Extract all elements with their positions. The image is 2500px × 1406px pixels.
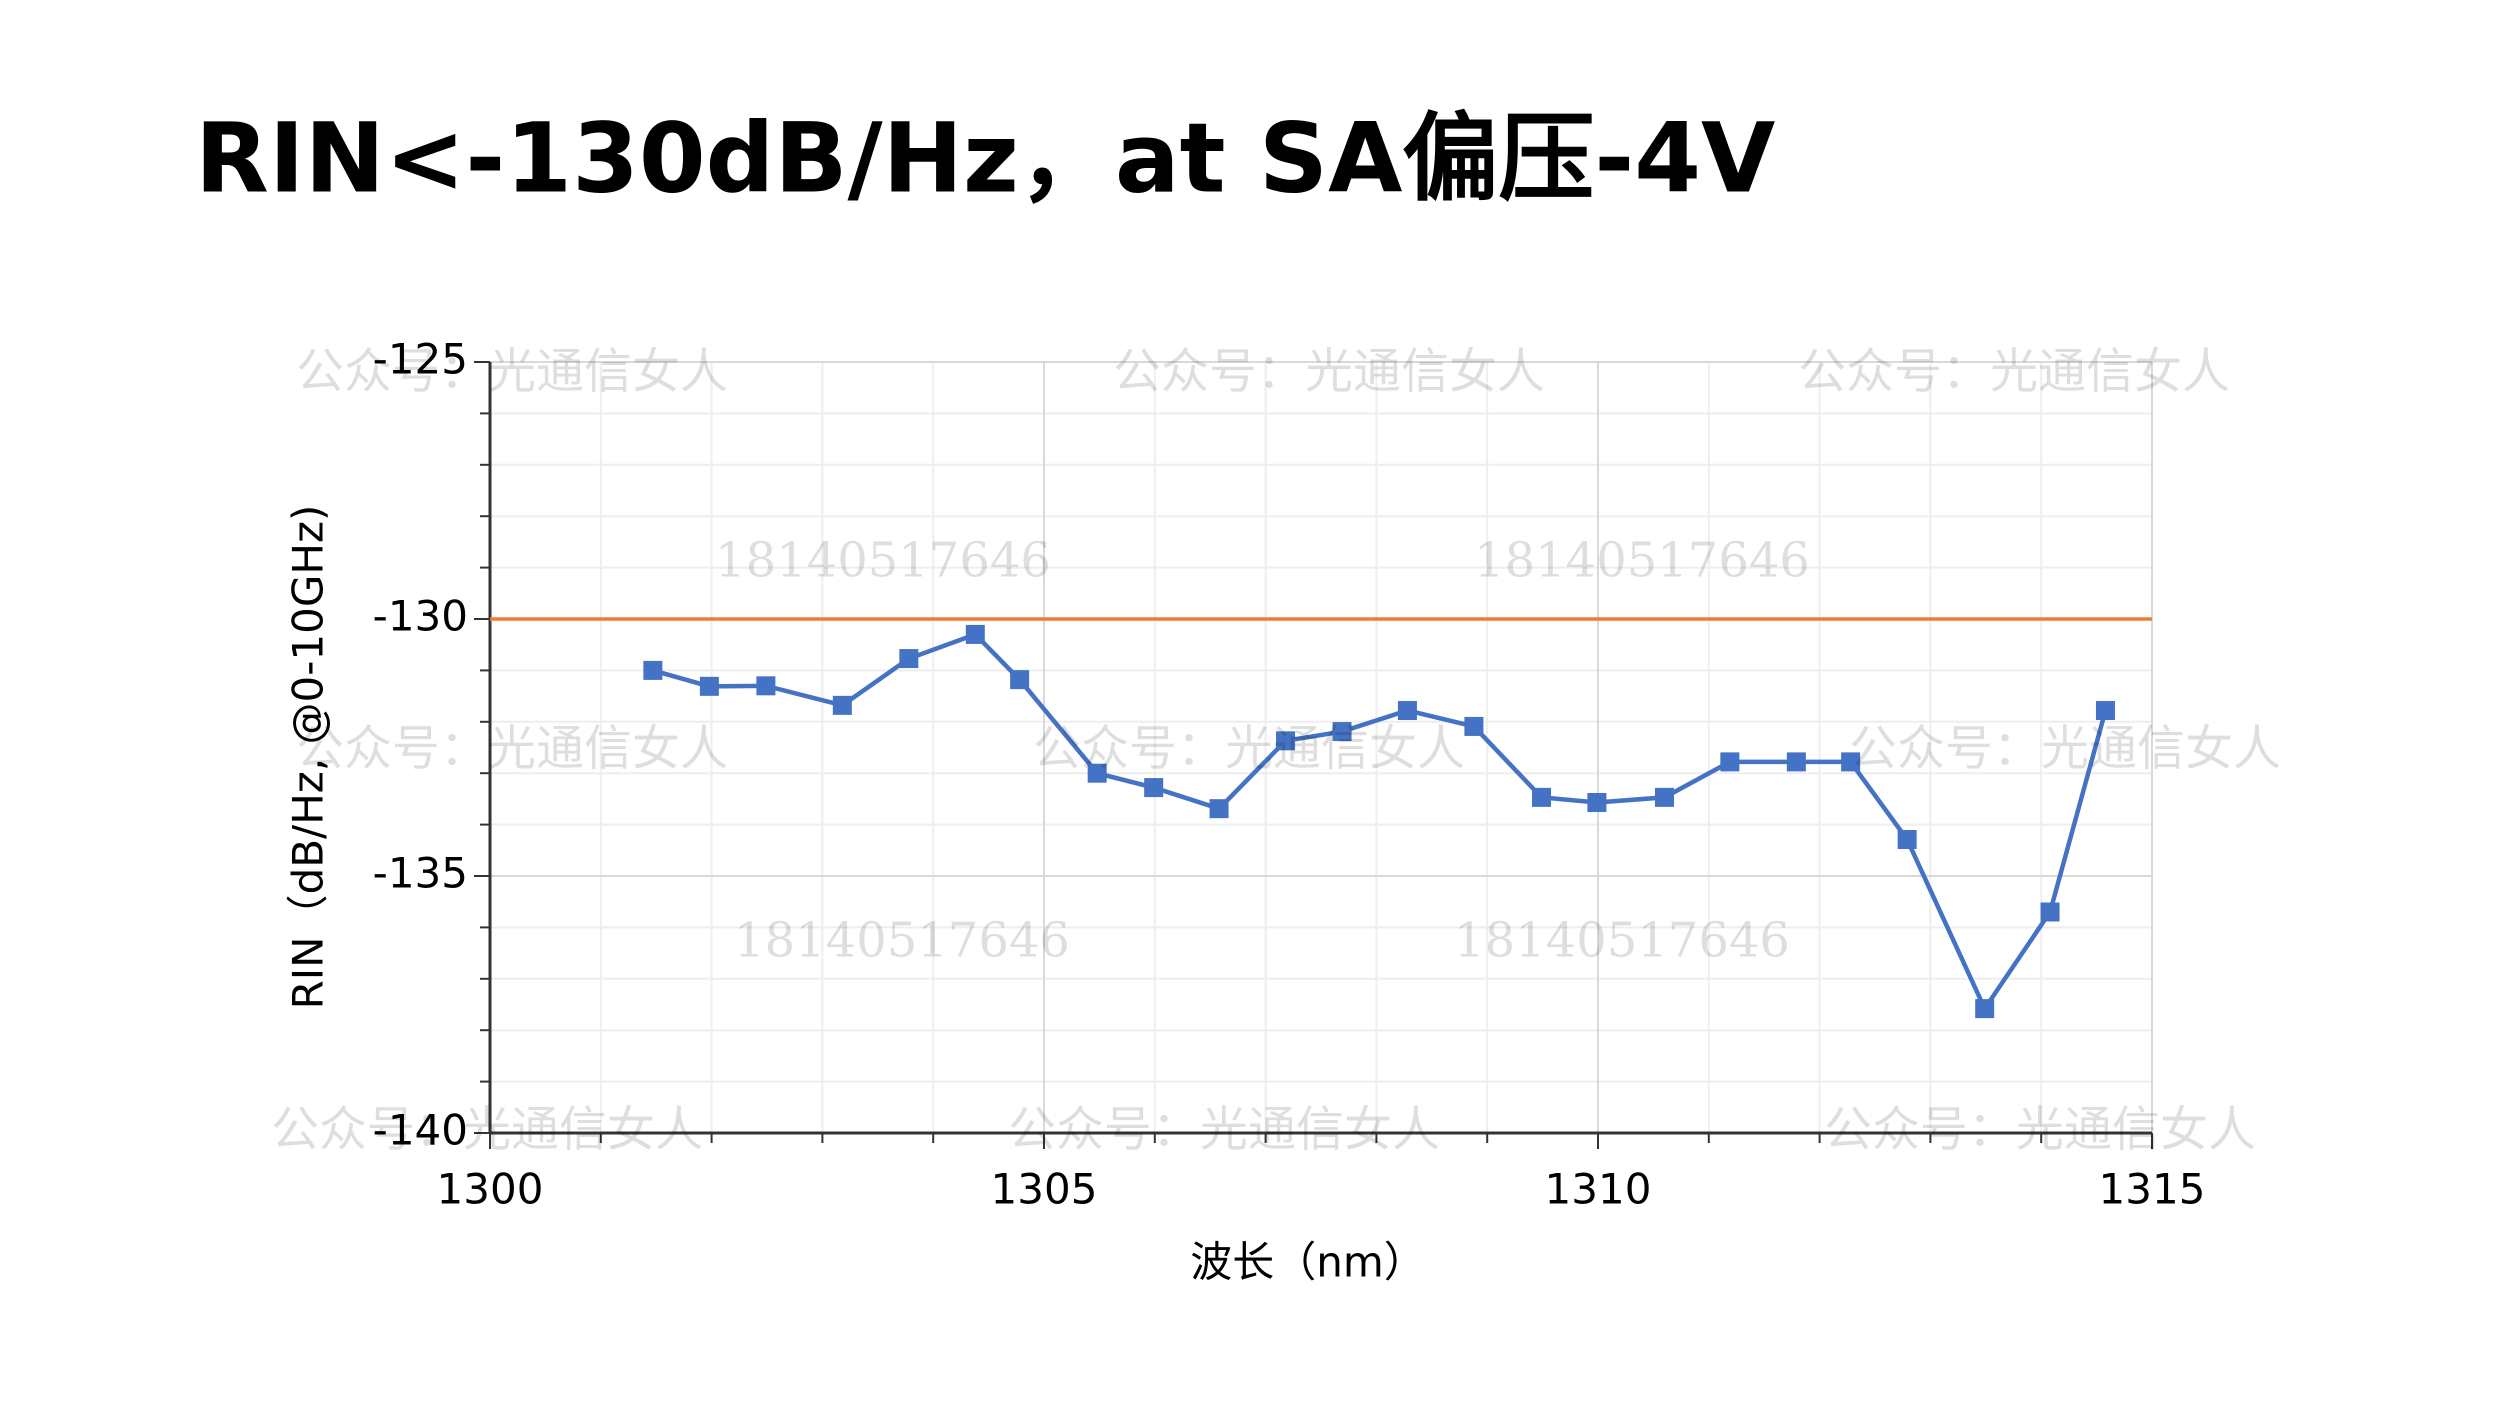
marker: [1010, 670, 1030, 690]
x-axis-label: 波长（nm）: [1190, 1238, 1426, 1287]
marker: [1720, 752, 1740, 772]
watermark: 公众号：光通信女人: [1008, 1102, 1440, 1158]
y-axis-label: RIN（dB/Hz, @0-10GHz): [284, 505, 333, 1010]
series-line: [652, 631, 2108, 1014]
watermark: 公众号：光通信女人: [1113, 344, 1545, 400]
marker: [965, 624, 985, 644]
watermark: 公众号：光通信女人: [1849, 721, 2281, 777]
y-tick-label: -135: [373, 849, 468, 898]
watermark: 18140517646: [734, 913, 1070, 969]
marker: [1209, 799, 1229, 819]
watermark: 公众号：光通信女人: [296, 344, 728, 400]
y-tick-label: -140: [373, 1106, 468, 1155]
marker: [1654, 787, 1674, 807]
x-tick-label: 1310: [1545, 1165, 1652, 1214]
marker: [1397, 700, 1417, 720]
watermark: 公众号：光通信女人: [296, 721, 728, 777]
marker: [832, 695, 852, 715]
marker: [1332, 722, 1352, 742]
marker: [1841, 752, 1861, 772]
watermark: 18140517646: [1454, 913, 1790, 969]
marker: [1975, 999, 1995, 1019]
chart-title: RIN<-130dB/Hz，at SA偏压-4V: [195, 102, 1775, 214]
marker: [1464, 716, 1484, 736]
watermark: 18140517646: [1474, 533, 1810, 589]
marker: [643, 660, 663, 680]
watermark: 公众号：光通信女人: [1798, 344, 2230, 400]
x-tick-label: 1305: [991, 1165, 1098, 1214]
y-tick-label: -125: [373, 335, 468, 384]
marker: [699, 676, 719, 696]
marker: [1587, 792, 1607, 812]
marker: [1897, 830, 1917, 850]
x-tick-label: 1315: [2099, 1165, 2206, 1214]
marker: [1531, 787, 1551, 807]
marker: [1786, 752, 1806, 772]
x-tick-label: 1300: [437, 1165, 544, 1214]
marker: [2095, 700, 2115, 720]
marker: [1276, 731, 1296, 751]
watermark: 公众号：光通信女人: [1824, 1102, 2256, 1158]
marker: [899, 649, 919, 669]
watermark: 18140517646: [715, 533, 1051, 589]
marker: [756, 676, 776, 696]
watermark: 公众号：光通信女人: [271, 1102, 703, 1158]
marker: [1087, 763, 1107, 783]
watermark: 公众号：光通信女人: [1033, 721, 1465, 777]
marker: [1144, 778, 1164, 798]
y-tick-label: -130: [373, 592, 468, 641]
marker: [2040, 902, 2060, 922]
